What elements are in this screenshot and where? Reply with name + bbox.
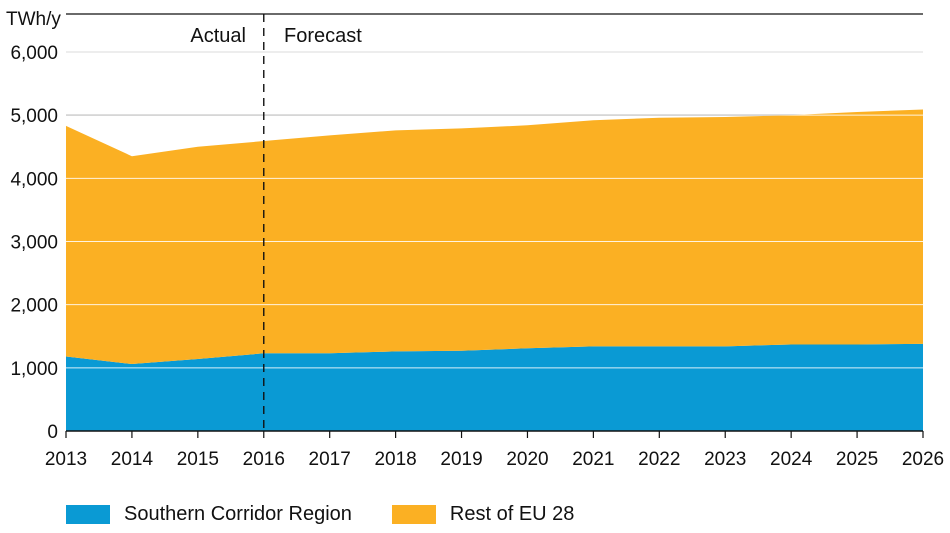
forecast-label: Forecast (284, 25, 362, 47)
area-rest-of-eu-28 (66, 109, 923, 365)
axes: 0 1,000 2,000 3,000 4,000 5,000 6,000 2013 2014 2… (10, 14, 944, 470)
x-tick-label: 2015 (177, 449, 219, 470)
area-southern-corridor-region (66, 343, 923, 431)
x-tick-label: 2025 (836, 449, 878, 470)
legend: Southern Corridor Region Rest of EU 28 (66, 503, 614, 526)
overlay-gridlines (66, 51, 923, 369)
actual-label: Actual (190, 25, 246, 47)
legend-label: Rest of EU 28 (449, 503, 575, 525)
y-tick-label: 4,000 (10, 169, 58, 190)
legend-swatch (66, 505, 110, 524)
area-series (66, 109, 923, 431)
x-tick-label: 2018 (374, 449, 416, 470)
y-axis-unit-label: TWh/y (6, 9, 61, 30)
y-tick-label: 0 (47, 422, 58, 443)
legend-item-southern-corridor: Southern Corridor Region (66, 503, 352, 526)
x-tick-label: 2016 (243, 449, 285, 470)
x-tick-label: 2021 (572, 449, 614, 470)
x-tick-label: 2017 (309, 449, 351, 470)
x-tick-label: 2022 (638, 449, 680, 470)
y-tick-label: 1,000 (10, 359, 58, 380)
x-tick-label: 2014 (111, 449, 154, 470)
x-tick-label: 2026 (902, 449, 944, 470)
legend-item-rest-of-eu28: Rest of EU 28 (391, 503, 575, 526)
x-tick-label: 2024 (770, 449, 813, 470)
x-tick-label: 2019 (440, 449, 482, 470)
legend-swatch (391, 505, 436, 524)
legend-label: Southern Corridor Region (124, 503, 352, 525)
x-tick-label: 2023 (704, 449, 746, 470)
x-tick-label: 2020 (506, 449, 548, 470)
y-tick-label: 2,000 (10, 296, 58, 317)
x-tick-label: 2013 (45, 449, 87, 470)
y-tick-label: 5,000 (10, 106, 58, 127)
y-tick-label: 6,000 (10, 43, 58, 64)
y-tick-label: 3,000 (10, 233, 58, 254)
